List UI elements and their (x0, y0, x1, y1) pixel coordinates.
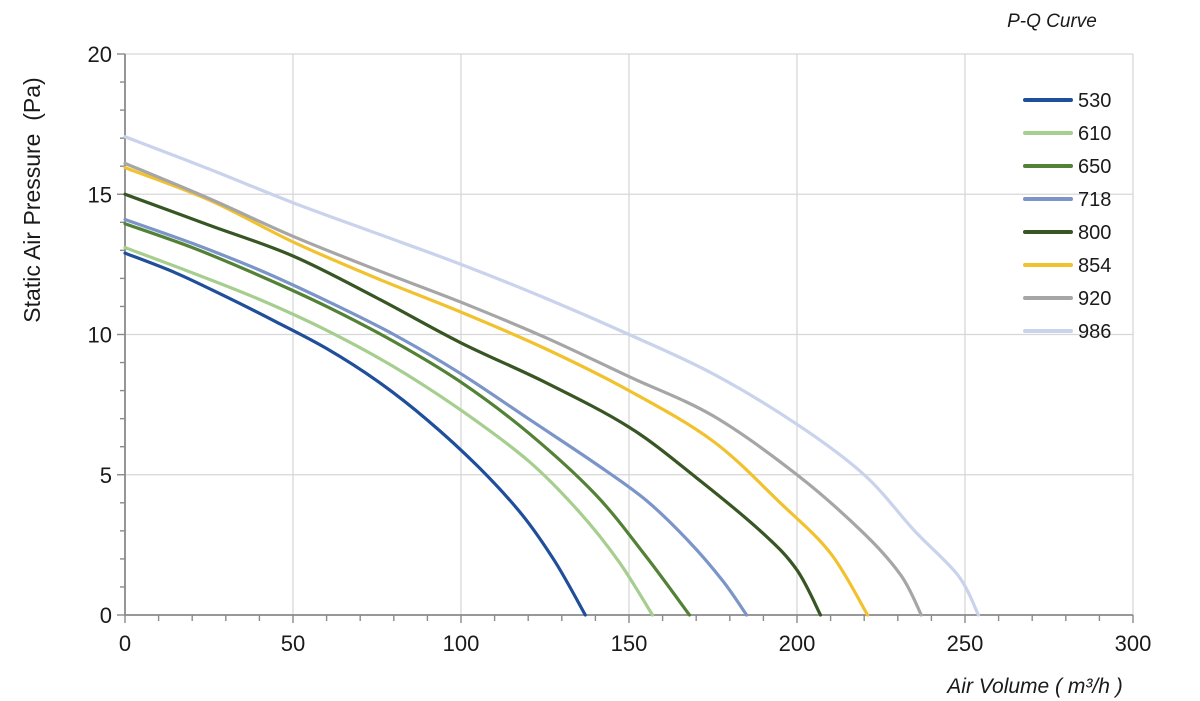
x-axis-label: Air Volume ( m³/h ) (945, 675, 1122, 698)
series-layer (123, 135, 980, 617)
axes-layer (117, 53, 1134, 623)
legend-label-650: 650 (1078, 156, 1111, 178)
legend-label-718: 718 (1078, 189, 1111, 211)
legend-item-800: 800 (1023, 222, 1111, 244)
legend-item-610: 610 (1023, 123, 1111, 145)
legend-item-986: 986 (1023, 321, 1111, 343)
legend-label-986: 986 (1078, 321, 1111, 343)
tick-labels-layer: 0 50 100 150 200 250 300 0 5 10 15 20 (88, 42, 1152, 656)
y-tick-label-15: 15 (88, 182, 112, 207)
series-line-920 (123, 161, 923, 617)
x-tick-label-150: 150 (611, 631, 648, 656)
series-line-800 (123, 192, 823, 617)
y-tick-label-10: 10 (88, 323, 112, 348)
x-tick-label-200: 200 (779, 631, 816, 656)
legend-label-610: 610 (1078, 123, 1111, 145)
x-tick-label-300: 300 (1115, 631, 1152, 656)
series-line-718 (123, 217, 749, 617)
grid-layer (125, 53, 1134, 615)
x-tick-label-250: 250 (947, 631, 984, 656)
legend-label-530: 530 (1078, 90, 1111, 112)
legend-item-650: 650 (1023, 156, 1111, 178)
legend-label-800: 800 (1078, 222, 1111, 244)
y-tick-label-0: 0 (100, 603, 112, 628)
legend-item-920: 920 (1023, 288, 1111, 310)
y-tick-label-5: 5 (100, 463, 112, 488)
y-tick-label-20: 20 (88, 42, 112, 67)
legend-label-854: 854 (1078, 255, 1111, 277)
series-line-530 (123, 251, 587, 617)
series-line-986 (123, 135, 980, 617)
chart-title: P-Q Curve (1007, 11, 1097, 32)
legend: 530 610 650 718 800 854 920 986 (1023, 90, 1111, 343)
legend-item-530: 530 (1023, 90, 1111, 112)
y-axis-label: Static Air Pressure (Pa) (19, 77, 45, 322)
legend-item-718: 718 (1023, 189, 1111, 211)
series-line-650 (123, 222, 692, 617)
series-line-610 (123, 245, 655, 617)
legend-label-920: 920 (1078, 288, 1111, 310)
x-tick-label-50: 50 (281, 631, 305, 656)
series-line-854 (123, 166, 870, 617)
x-tick-label-100: 100 (443, 631, 480, 656)
x-tick-label-0: 0 (119, 631, 131, 656)
legend-item-854: 854 (1023, 255, 1111, 277)
